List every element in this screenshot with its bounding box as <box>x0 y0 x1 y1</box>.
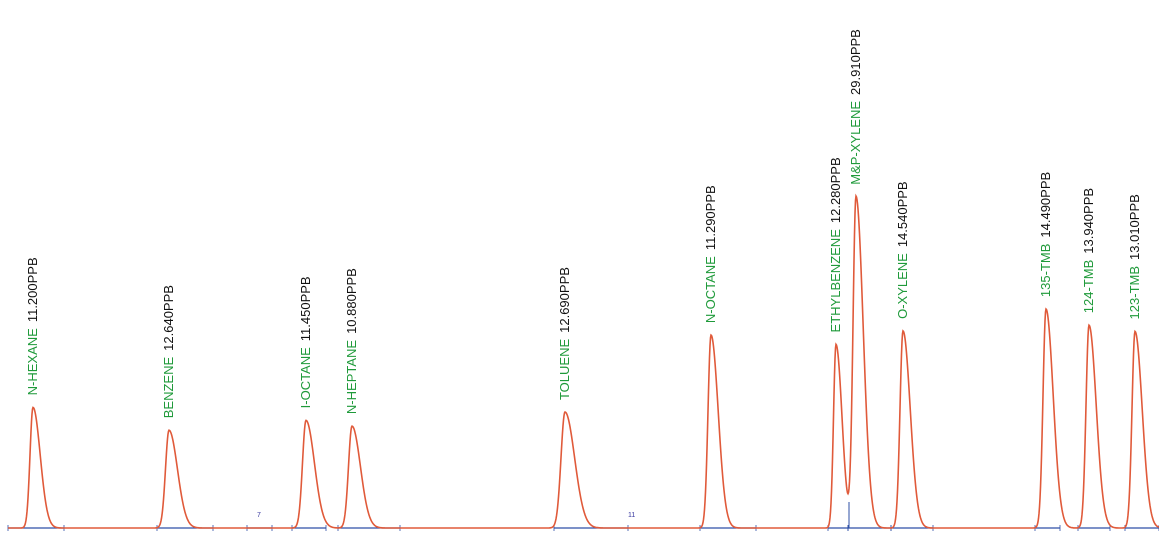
peak-compound-name: BENZENE <box>161 357 176 419</box>
peak-concentration: 29.910PPB <box>848 29 863 95</box>
peak-compound-name: 135-TMB <box>1038 244 1053 297</box>
peak-label: 124-TMB 13.940PPB <box>1081 188 1096 313</box>
peak-label: O-XYLENE 14.540PPB <box>895 181 910 319</box>
peak-concentration: 12.280PPB <box>828 157 843 223</box>
peak-label: TOLUENE 12.690PPB <box>557 267 572 400</box>
peak-concentration: 13.010PPB <box>1127 194 1142 260</box>
peak-label: N-HEPTANE 10.880PPB <box>344 268 359 414</box>
peak-concentration: 12.640PPB <box>161 285 176 351</box>
peak-label: N-HEXANE 11.200PPB <box>25 257 40 395</box>
peak-concentration: 12.690PPB <box>557 267 572 333</box>
peak-label: 123-TMB 13.010PPB <box>1127 194 1142 319</box>
baseline-marker-7: 7 <box>257 512 261 519</box>
peak-concentration: 11.200PPB <box>25 257 40 322</box>
peak-concentration: 11.290PPB <box>703 185 718 250</box>
peak-label: M&P-XYLENE 29.910PPB <box>848 29 863 185</box>
integration-baselines <box>7 502 1159 531</box>
peak-compound-name: N-HEXANE <box>25 328 40 396</box>
peak-compound-name: M&P-XYLENE <box>848 101 863 185</box>
peak-compound-name: 123-TMB <box>1127 266 1142 319</box>
peak-labels: N-HEXANE 11.200PPB BENZENE 12.640PPB I-OCTAN… <box>25 29 1142 418</box>
peak-label: I-OCTANE 11.450PPB <box>298 276 313 408</box>
baseline-marker-11: 11 <box>628 512 635 519</box>
peak-label: 135-TMB 14.490PPB <box>1038 172 1053 297</box>
peak-label: ETHYLBENZENE 12.280PPB <box>828 157 843 332</box>
peak-compound-name: TOLUENE <box>557 339 572 400</box>
peak-concentration: 11.450PPB <box>298 276 313 341</box>
peak-compound-name: 124-TMB <box>1081 260 1096 313</box>
peak-concentration: 14.540PPB <box>895 181 910 247</box>
peak-label: N-OCTANE 11.290PPB <box>703 185 718 323</box>
peak-concentration: 14.490PPB <box>1038 172 1053 238</box>
peak-compound-name: N-HEPTANE <box>344 340 359 414</box>
peak-label: BENZENE 12.640PPB <box>161 285 176 418</box>
peak-concentration: 10.880PPB <box>344 268 359 334</box>
peak-concentration: 13.940PPB <box>1081 188 1096 254</box>
peak-compound-name: O-XYLENE <box>895 253 910 319</box>
chromatogram-trace <box>8 193 1159 529</box>
peak-compound-name: I-OCTANE <box>298 347 313 408</box>
peak-compound-name: ETHYLBENZENE <box>828 229 843 333</box>
peak-compound-name: N-OCTANE <box>703 256 718 323</box>
